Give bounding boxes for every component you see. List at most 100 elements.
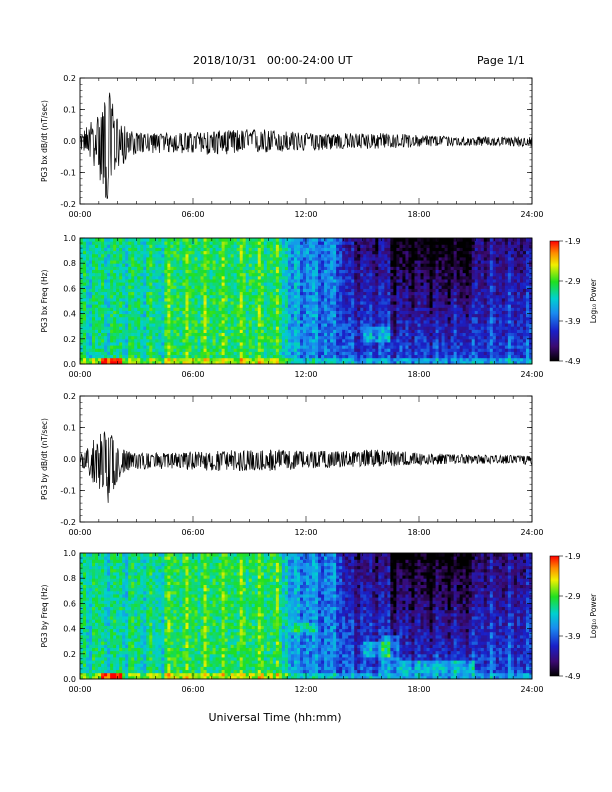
spectrogram-cell xyxy=(423,357,428,362)
spectrogram-cell xyxy=(155,335,159,340)
spectrogram-cell xyxy=(345,282,349,286)
spectrogram-cell xyxy=(89,313,93,318)
spectrogram-cell xyxy=(203,253,208,258)
spectrogram-cell xyxy=(342,266,346,270)
spectrogram-cell xyxy=(92,332,96,337)
spectrogram-cell xyxy=(387,313,391,318)
spectrogram-cell xyxy=(188,275,192,280)
spectrogram-cell xyxy=(444,319,449,324)
spectrogram-cell xyxy=(254,250,259,255)
spectrogram-cell xyxy=(173,282,177,286)
spectrogram-cell xyxy=(426,360,431,365)
spectrogram-cell xyxy=(236,301,241,305)
spectrogram-cell xyxy=(330,266,334,270)
spectrogram-cell xyxy=(275,332,280,337)
spectrogram-cell xyxy=(119,307,123,311)
spectrogram-cell xyxy=(357,241,361,245)
spectrogram-cell xyxy=(242,341,247,346)
spectrogram-cell xyxy=(140,341,144,346)
spectrogram-cell xyxy=(224,332,229,337)
spectrogram-cell xyxy=(239,319,244,324)
spectrogram-cell xyxy=(185,269,189,274)
spectrogram-cell xyxy=(95,297,99,302)
spectrogram-cell xyxy=(122,332,126,337)
spectrogram-cell xyxy=(429,341,434,346)
spectrogram-cell xyxy=(104,266,108,270)
spectrogram-cell xyxy=(290,282,295,286)
spectrogram-cell xyxy=(152,345,156,349)
spectrogram-cell xyxy=(152,250,156,255)
spectrogram-cell xyxy=(110,354,114,359)
spectrogram-cell xyxy=(345,238,349,242)
spectrogram-cell xyxy=(128,269,132,274)
spectrogram-cell xyxy=(360,335,364,340)
spectrogram-cell xyxy=(152,341,156,346)
spectrogram-cell xyxy=(260,335,265,340)
spectrogram-cell xyxy=(233,247,238,252)
spectrogram-cell xyxy=(80,244,84,248)
spectrogram-cell xyxy=(161,313,165,318)
spectrogram-cell xyxy=(95,263,99,267)
spectrogram-cell xyxy=(110,256,114,261)
spectrogram-cell xyxy=(131,345,135,349)
spectrogram-cell xyxy=(176,351,180,356)
spectrogram-cell xyxy=(309,272,313,277)
spectrogram-cell xyxy=(432,291,437,296)
spectrogram-cell xyxy=(284,247,289,252)
spectrogram-cell xyxy=(381,250,385,255)
spectrogram-cell xyxy=(212,319,217,324)
spectrogram-cell xyxy=(396,354,400,359)
spectrogram-cell xyxy=(140,301,144,305)
spectrogram-cell xyxy=(354,341,358,346)
spectrogram-cell xyxy=(399,323,403,327)
spectrogram-cell xyxy=(257,351,262,356)
spectrogram-cell xyxy=(381,275,385,280)
spectrogram-cell xyxy=(122,288,126,293)
spectrogram-cell xyxy=(188,332,192,337)
spectrogram-cell xyxy=(158,354,162,359)
spectrogram-cell xyxy=(206,291,211,296)
spectrogram-cell xyxy=(134,278,138,283)
spectrogram-cell xyxy=(444,244,449,248)
spectrogram-cell xyxy=(426,285,431,289)
spectrogram-cell xyxy=(209,250,214,255)
spectrogram-cell xyxy=(354,241,358,245)
spectrogram-cell xyxy=(438,256,443,261)
spectrogram-cell xyxy=(245,354,250,359)
spectrogram-cell xyxy=(263,335,268,340)
spectrogram-cell xyxy=(402,310,406,315)
spectrogram-cell xyxy=(426,250,431,255)
spectrogram-cell xyxy=(80,338,84,343)
spectrogram-cell xyxy=(375,354,379,359)
spectrogram-cell xyxy=(110,297,114,302)
spectrogram-cell xyxy=(212,304,217,308)
spectrogram-cell xyxy=(284,348,289,352)
spectrogram-cell xyxy=(426,278,431,283)
spectrogram-cell xyxy=(248,301,253,305)
spectrogram-cell xyxy=(342,323,346,327)
spectrogram-cell xyxy=(348,310,352,315)
spectrogram-cell xyxy=(384,335,388,340)
spectrogram-cell xyxy=(296,241,301,245)
spectrogram-cell xyxy=(167,338,171,343)
spectrogram-cell xyxy=(188,326,192,330)
spectrogram-cell xyxy=(122,278,126,283)
spectrogram-cell xyxy=(281,360,286,365)
spectrogram-cell xyxy=(161,291,165,296)
spectrogram-cell xyxy=(110,338,114,343)
spectrogram-cell xyxy=(278,266,283,270)
spectrogram-cell xyxy=(384,263,388,267)
spectrogram-cell xyxy=(131,319,135,324)
spectrogram-cell xyxy=(312,238,316,242)
spectrogram-cell xyxy=(212,307,217,311)
spectrogram-cell xyxy=(164,351,168,356)
spectrogram-cell xyxy=(140,241,144,245)
spectrogram-cell xyxy=(306,332,310,337)
spectrogram-cell xyxy=(158,335,162,340)
spectrogram-cell xyxy=(197,341,202,346)
spectrogram-cell xyxy=(185,247,189,252)
spectrogram-cell xyxy=(402,260,406,264)
spectrogram-cell xyxy=(149,291,153,296)
spectrogram-cell xyxy=(354,307,358,311)
spectrogram-cell xyxy=(140,260,144,264)
